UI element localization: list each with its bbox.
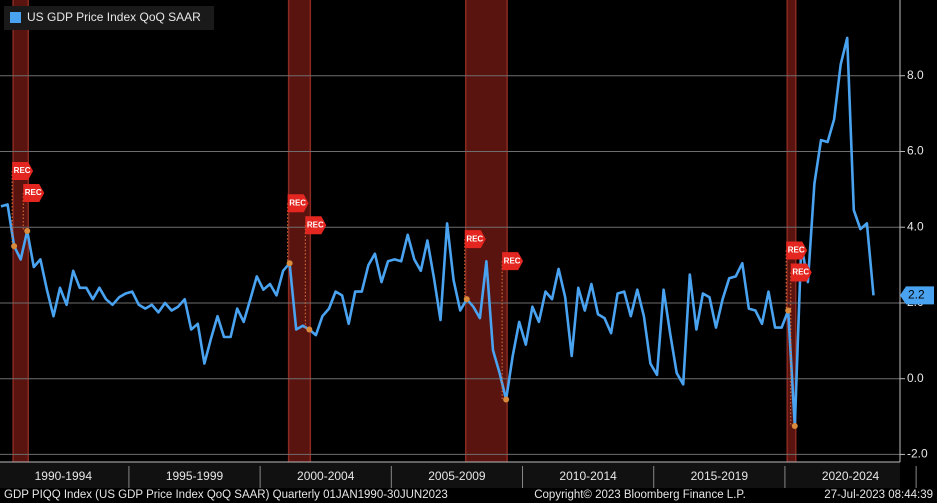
recession-band xyxy=(787,0,796,462)
recession-band xyxy=(13,0,29,462)
x-tick-label: 1995-1999 xyxy=(166,469,224,483)
rec-point xyxy=(11,243,18,250)
x-tick-label: 2005-2009 xyxy=(428,469,486,483)
rec-flag xyxy=(287,194,309,213)
rec-label: REC xyxy=(289,198,306,207)
x-tick-label: 2000-2004 xyxy=(297,469,355,483)
rec-label: REC xyxy=(788,246,805,255)
grid-layer xyxy=(0,75,900,455)
y-tick-label: 8.0 xyxy=(907,68,924,82)
data-line xyxy=(0,36,875,428)
rec-point xyxy=(503,396,510,403)
legend-swatch xyxy=(10,12,21,23)
rec-point xyxy=(785,307,792,314)
rec-point xyxy=(286,260,293,267)
rec-label: REC xyxy=(466,234,483,243)
rec-flag xyxy=(502,252,524,271)
y-tick-label: 6.0 xyxy=(907,144,924,158)
x-tick-label: 2010-2014 xyxy=(559,469,617,483)
x-tick-label: 2020-2024 xyxy=(822,469,880,483)
last-value-tag xyxy=(900,286,934,305)
recession-band xyxy=(288,0,311,462)
legend-label: US GDP Price Index QoQ SAAR xyxy=(27,10,201,24)
footer-left: GDP PIQQ Index (US GDP Price Index QoQ S… xyxy=(4,489,448,501)
rec-point xyxy=(791,423,798,430)
rec-label: REC xyxy=(792,268,809,277)
rec-flag xyxy=(12,162,34,180)
footer-center: Copyright© 2023 Bloomberg Finance L.P. xyxy=(534,489,746,501)
legend-box xyxy=(4,6,214,30)
x-tick-label: 1990-1994 xyxy=(35,469,93,483)
rec-flag xyxy=(464,230,486,249)
annotation-layer: REC REC REC REC REC REC REC REC xyxy=(11,162,812,430)
last-value-label: 2.2 xyxy=(908,288,925,302)
rec-flag xyxy=(23,184,45,202)
rec-point xyxy=(24,228,31,234)
rec-label: REC xyxy=(504,256,521,265)
rec-label: REC xyxy=(14,166,31,175)
rec-label: REC xyxy=(25,188,42,197)
y-tick-label: 0.0 xyxy=(907,371,924,385)
x-axis-band xyxy=(0,462,900,488)
rec-flag xyxy=(305,216,327,235)
y-tick-label: 4.0 xyxy=(907,219,924,233)
rec-flag xyxy=(790,263,812,282)
rec-label: REC xyxy=(307,220,324,229)
footer-right: 27-Jul-2023 08:44:39 xyxy=(824,489,933,501)
line-layer xyxy=(0,36,875,428)
rec-point xyxy=(463,296,470,303)
rec-flag xyxy=(786,241,808,260)
rec-point xyxy=(306,326,313,333)
y-tick-label: -2.0 xyxy=(907,447,928,461)
x-tick-label: 2015-2019 xyxy=(691,469,749,483)
